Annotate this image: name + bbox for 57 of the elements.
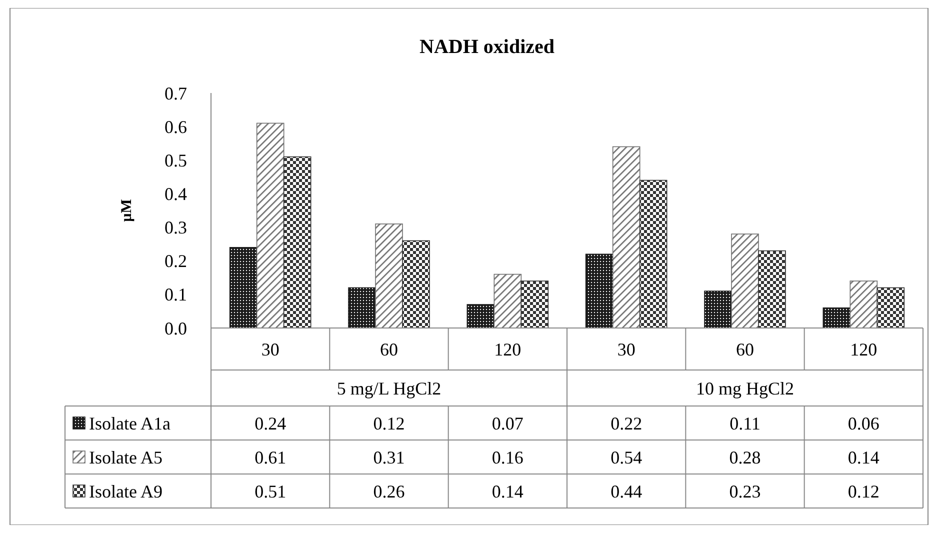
bar bbox=[256, 122, 284, 328]
data-label: 0.24 bbox=[254, 413, 286, 434]
x-tick-label: 120 bbox=[494, 339, 522, 360]
x-tick-label: 30 bbox=[617, 339, 636, 360]
bar bbox=[585, 254, 614, 328]
data-label: 0.44 bbox=[610, 481, 642, 502]
data-label: 0.07 bbox=[492, 413, 524, 434]
bar bbox=[348, 287, 376, 328]
data-label: 0.12 bbox=[373, 413, 405, 434]
y-tick-label: 0.1 bbox=[164, 284, 187, 305]
bar bbox=[494, 274, 522, 328]
data-label: 0.51 bbox=[254, 481, 286, 502]
bar bbox=[822, 307, 851, 328]
chart-title: NADH oxidized bbox=[420, 36, 554, 58]
bar bbox=[283, 156, 312, 328]
bar bbox=[850, 280, 878, 328]
data-label: 0.12 bbox=[848, 481, 880, 502]
data-label: 0.31 bbox=[373, 447, 405, 468]
bar bbox=[731, 234, 759, 328]
bar bbox=[375, 224, 403, 328]
y-tick-label: 0.6 bbox=[164, 116, 187, 137]
bar bbox=[466, 304, 495, 328]
data-label: 0.14 bbox=[492, 481, 524, 502]
y-tick-label: 0.7 bbox=[164, 83, 187, 104]
bar bbox=[876, 287, 905, 328]
x-tick-label: 30 bbox=[261, 339, 280, 360]
x-tick-label: 120 bbox=[850, 339, 878, 360]
data-label: 0.28 bbox=[729, 447, 761, 468]
bar bbox=[402, 240, 430, 328]
x-tick-label: 60 bbox=[736, 339, 754, 360]
y-tick-label: 0.0 bbox=[164, 318, 187, 338]
bar bbox=[758, 250, 786, 328]
data-label: 0.26 bbox=[373, 481, 405, 502]
data-label: 0.23 bbox=[729, 481, 761, 502]
data-label: 0.16 bbox=[492, 447, 524, 468]
y-tick-label: 0.3 bbox=[164, 218, 187, 238]
data-label: 0.54 bbox=[610, 447, 642, 468]
y-tick-label: 0.5 bbox=[164, 150, 187, 170]
bar bbox=[704, 290, 732, 328]
legend-label: Isolate A5 bbox=[89, 447, 162, 468]
legend-label: Isolate A1a bbox=[89, 413, 170, 434]
bar bbox=[639, 180, 668, 328]
data-label: 0.06 bbox=[848, 413, 880, 434]
data-label: 0.14 bbox=[848, 447, 880, 468]
legend-label: Isolate A9 bbox=[89, 481, 162, 502]
data-label: 0.11 bbox=[730, 413, 760, 434]
text: 5 mg/L HgCl2 bbox=[336, 378, 442, 398]
y-axis-title: µM bbox=[119, 199, 135, 222]
bar bbox=[612, 146, 640, 328]
data-label: 0.22 bbox=[610, 413, 642, 434]
y-tick-label: 0.4 bbox=[164, 184, 187, 204]
y-tick-label: 0.2 bbox=[164, 251, 187, 272]
bar bbox=[229, 247, 258, 328]
text: 10 mg HgCl2 bbox=[696, 378, 794, 398]
x-tick-label: 60 bbox=[380, 339, 398, 360]
data-label: 0.61 bbox=[254, 447, 286, 468]
bar bbox=[520, 280, 549, 328]
